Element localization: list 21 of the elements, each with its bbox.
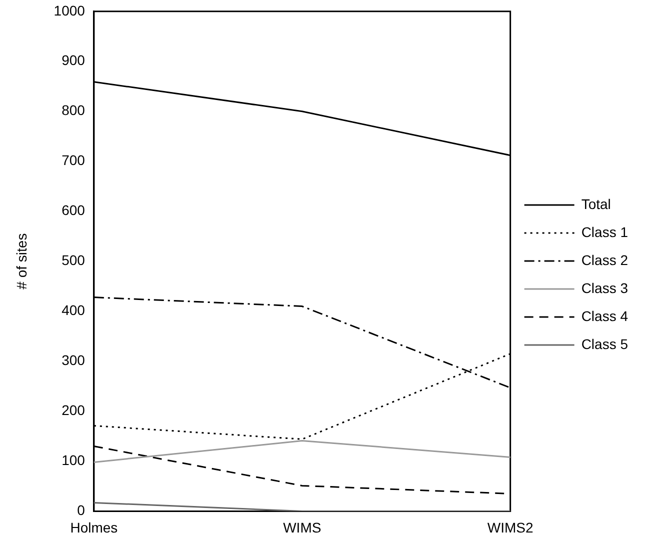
y-tick-label: 1000 (54, 2, 86, 18)
x-tick-label: WIMS (283, 519, 322, 536)
legend-label: Total (581, 196, 611, 212)
legend-label: Class 4 (581, 308, 628, 324)
y-tick-label: 200 (62, 402, 86, 418)
x-tick-label: WIMS2 (487, 519, 534, 536)
legend-label: Class 5 (581, 336, 628, 352)
y-tick-label: 100 (62, 452, 86, 468)
y-tick-label: 0 (77, 502, 86, 518)
legend-label: Class 2 (581, 252, 628, 268)
y-tick-label: 400 (62, 302, 86, 318)
y-tick-label: 300 (62, 352, 86, 368)
y-tick-label: 600 (62, 202, 86, 218)
y-axis-title: # of sites (13, 233, 30, 290)
y-tick-label: 900 (62, 52, 86, 68)
legend-label: Class 1 (581, 224, 628, 240)
legend-label: Class 3 (581, 280, 628, 296)
y-tick-label: 500 (62, 252, 86, 268)
y-tick-label: 800 (62, 102, 86, 118)
x-tick-label: Holmes (70, 519, 118, 536)
y-tick-label: 700 (62, 152, 86, 168)
